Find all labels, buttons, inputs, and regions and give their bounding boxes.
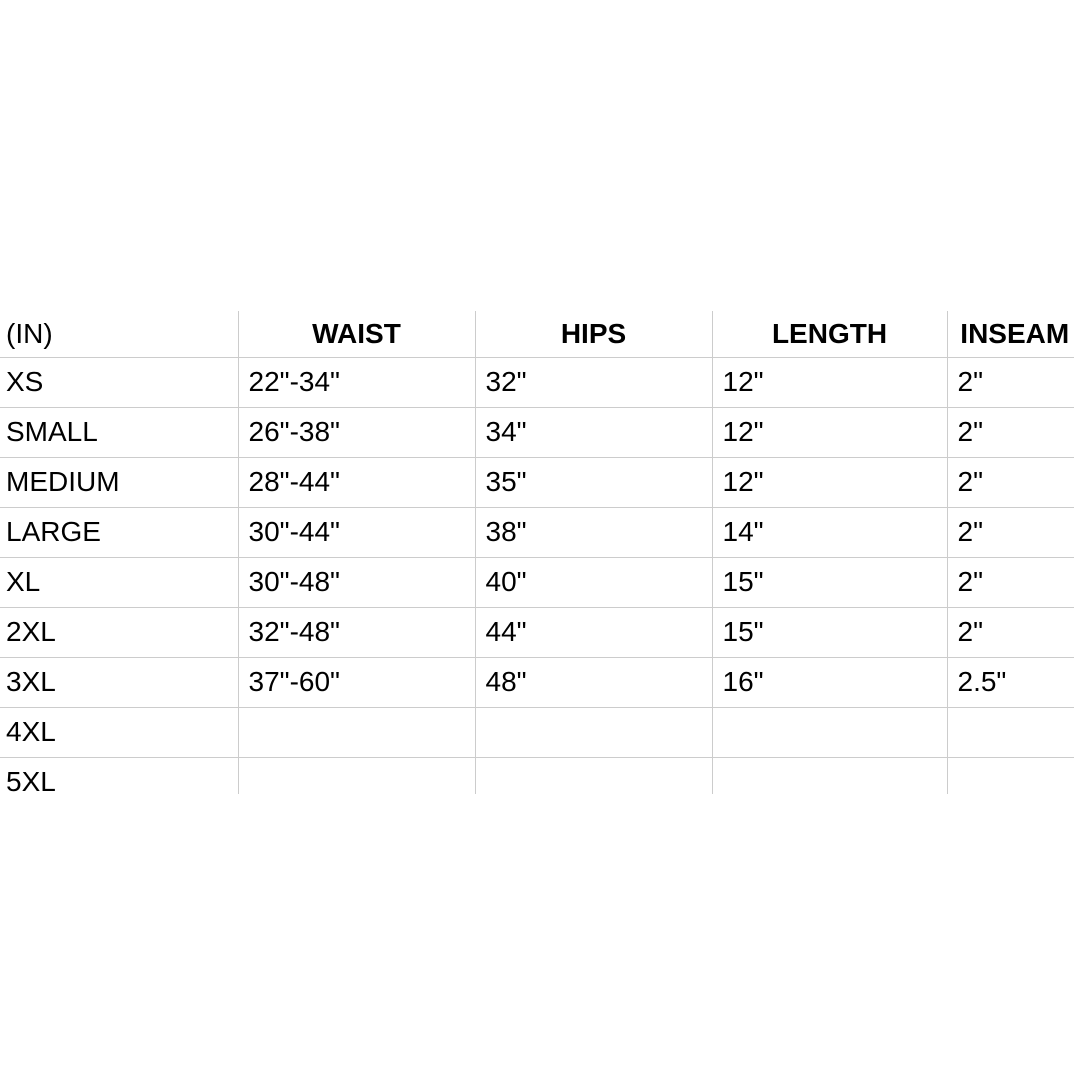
size-cell: LARGE: [0, 507, 239, 558]
hips-cell: 34": [475, 407, 713, 458]
waist-cell: [238, 757, 476, 794]
header-length: LENGTH: [712, 311, 948, 358]
table-row-small: SMALL 26"-38" 34" 12" 2": [0, 407, 1074, 458]
size-cell: 2XL: [0, 607, 239, 658]
header-waist: WAIST: [238, 311, 476, 358]
waist-cell: [238, 707, 476, 758]
table-row-xs: XS 22"-34" 32" 12" 2": [0, 357, 1074, 408]
hips-cell: 35": [475, 457, 713, 508]
header-row: (IN) WAIST HIPS LENGTH INSEAM: [0, 311, 1074, 358]
table-row-5xl: 5XL: [0, 757, 1074, 794]
table-row-4xl: 4XL: [0, 707, 1074, 758]
waist-cell: 22"-34": [238, 357, 476, 408]
size-cell: SMALL: [0, 407, 239, 458]
inseam-cell: 2": [947, 357, 1074, 408]
size-cell: XS: [0, 357, 239, 408]
table-row-xl: XL 30"-48" 40" 15" 2": [0, 557, 1074, 608]
size-cell: XL: [0, 557, 239, 608]
header-unit: (IN): [0, 311, 239, 358]
hips-cell: [475, 757, 713, 794]
inseam-cell: [947, 757, 1074, 794]
table-row-3xl: 3XL 37"-60" 48" 16" 2.5": [0, 657, 1074, 708]
size-cell: 4XL: [0, 707, 239, 758]
length-cell: 15": [712, 607, 948, 658]
length-cell: [712, 707, 948, 758]
inseam-cell: [947, 707, 1074, 758]
header-hips: HIPS: [475, 311, 713, 358]
inseam-cell: 2": [947, 507, 1074, 558]
table-row-medium: MEDIUM 28"-44" 35" 12" 2": [0, 457, 1074, 508]
inseam-cell: 2.5": [947, 657, 1074, 708]
waist-cell: 37"-60": [238, 657, 476, 708]
waist-cell: 28"-44": [238, 457, 476, 508]
hips-cell: 38": [475, 507, 713, 558]
size-cell: 5XL: [0, 757, 239, 794]
waist-cell: 30"-48": [238, 557, 476, 608]
length-cell: [712, 757, 948, 794]
waist-cell: 32"-48": [238, 607, 476, 658]
length-cell: 12": [712, 357, 948, 408]
hips-cell: [475, 707, 713, 758]
size-cell: 3XL: [0, 657, 239, 708]
length-cell: 16": [712, 657, 948, 708]
hips-cell: 32": [475, 357, 713, 408]
size-chart-container: (IN) WAIST HIPS LENGTH INSEAM XS 22"-34"…: [0, 311, 1074, 794]
inseam-cell: 2": [947, 557, 1074, 608]
length-cell: 14": [712, 507, 948, 558]
waist-cell: 30"-44": [238, 507, 476, 558]
waist-cell: 26"-38": [238, 407, 476, 458]
length-cell: 12": [712, 407, 948, 458]
length-cell: 12": [712, 457, 948, 508]
hips-cell: 40": [475, 557, 713, 608]
table-row-2xl: 2XL 32"-48" 44" 15" 2": [0, 607, 1074, 658]
table-row-large: LARGE 30"-44" 38" 14" 2": [0, 507, 1074, 558]
size-chart-table: (IN) WAIST HIPS LENGTH INSEAM XS 22"-34"…: [0, 311, 1074, 794]
hips-cell: 48": [475, 657, 713, 708]
inseam-cell: 2": [947, 457, 1074, 508]
inseam-cell: 2": [947, 607, 1074, 658]
header-inseam: INSEAM: [947, 311, 1074, 358]
hips-cell: 44": [475, 607, 713, 658]
length-cell: 15": [712, 557, 948, 608]
inseam-cell: 2": [947, 407, 1074, 458]
size-cell: MEDIUM: [0, 457, 239, 508]
